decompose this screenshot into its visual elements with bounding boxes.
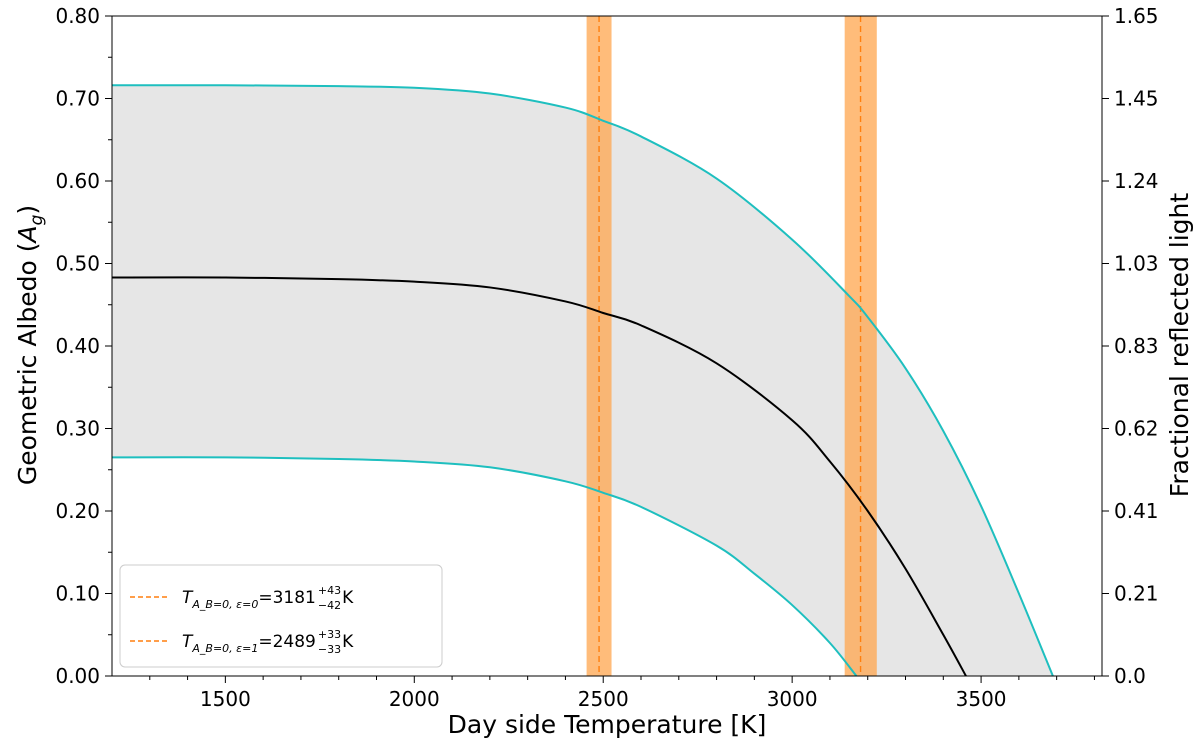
legend-subscript-error: −33 (318, 643, 341, 656)
x-tick-label: 3000 (767, 687, 818, 711)
plot-area (112, 16, 1054, 676)
legend: TA_B=0, ε=0=3181 +43−42 KTA_B=0, ε=1=2489… (119, 564, 443, 668)
y-left-tick-label: 0.80 (55, 4, 100, 28)
y-axis-left-label: Geometric Albedo (Ag) (13, 205, 47, 485)
median-line (112, 276, 967, 676)
x-tick-label: 2000 (389, 687, 440, 711)
legend-entry: TA_B=0, ε=0=3181 (182, 588, 316, 611)
legend-entry: TA_B=0, ε=1=2489 (182, 632, 316, 655)
y-right-tick-label: 0.83 (1114, 334, 1159, 358)
y-right-tick-label: 0.62 (1114, 417, 1159, 441)
x-tick-label: 1500 (200, 687, 251, 711)
y-left-tick-label: 0.40 (55, 334, 100, 358)
legend-subscript: A_B=0, ε=1 (191, 642, 258, 655)
y-left-tick-label: 0.30 (55, 417, 100, 441)
legend-unit: K (342, 632, 354, 652)
legend-superscript: +43 (318, 584, 341, 597)
legend-box (119, 564, 443, 668)
legend-superscript: +33 (318, 628, 341, 641)
y-right-tick-label: 1.24 (1114, 169, 1159, 193)
y-right-tick-label: 1.03 (1114, 252, 1159, 276)
y-axis-left-label-close: ) (13, 205, 42, 215)
legend-value: =3181 (258, 588, 316, 608)
y-right-tick-label: 0.41 (1114, 499, 1159, 523)
legend-value: =2489 (258, 632, 316, 652)
y-right-tick-label: 1.65 (1114, 4, 1159, 28)
upper-bound-line (112, 84, 1054, 676)
y-right-tick-label: 0.0 (1114, 664, 1146, 688)
y-axis-right-label: Fractional reflected light (1165, 193, 1194, 498)
legend-symbol: T (182, 632, 194, 652)
y-left-tick-label: 0.20 (55, 499, 100, 523)
axes: 1500 2000 2500 3000 3500 0.00 0.10 0.20 0.30 0.40… (55, 4, 1158, 711)
y-right-tick-label: 0.21 (1114, 582, 1159, 606)
legend-unit: K (342, 588, 354, 608)
y-right-tick-label: 1.45 (1114, 87, 1159, 111)
y-left-tick-label: 0.10 (55, 582, 100, 606)
y-axis-left-label-main: Geometric Albedo ( (13, 243, 42, 486)
uncertainty-shade (112, 85, 1053, 676)
legend-symbol: T (182, 588, 194, 608)
x-tick-label: 3500 (956, 687, 1007, 711)
legend-subscript-error: −42 (318, 599, 341, 612)
y-left-tick-label: 0.70 (55, 87, 100, 111)
x-axis-label: Day side Temperature [K] (448, 710, 767, 739)
y-left-tick-label: 0.60 (55, 169, 100, 193)
x-tick-label: 2500 (578, 687, 629, 711)
y-left-tick-label: 0.50 (55, 252, 100, 276)
y-axis-left-label-symbol: A (13, 225, 42, 244)
y-axis-left-label-subscript: g (27, 214, 47, 225)
lower-bound-line (112, 456, 858, 676)
y-left-tick-label: 0.00 (55, 664, 100, 688)
legend-subscript: A_B=0, ε=0 (191, 598, 258, 611)
